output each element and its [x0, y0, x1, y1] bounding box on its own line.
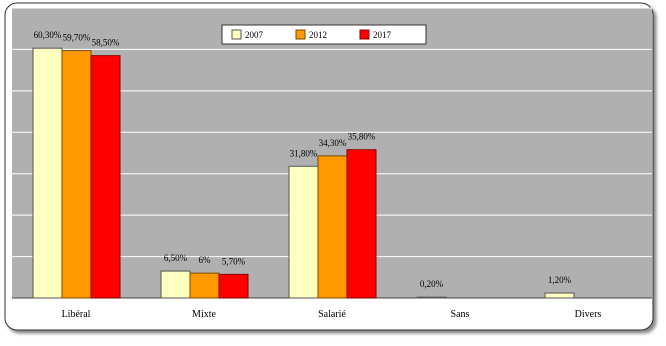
- bar: [288, 165, 319, 299]
- bar: [544, 292, 575, 299]
- legend-swatch: [295, 29, 306, 40]
- bar: [346, 149, 377, 299]
- x-tick-label: Salarié: [318, 309, 346, 320]
- value-label: 6%: [199, 255, 212, 265]
- x-tick-label: Libéral: [62, 309, 91, 320]
- value-label: 0,20%: [420, 279, 444, 289]
- legend-label: 2017: [373, 30, 392, 40]
- legend-box: [221, 24, 427, 45]
- bar: [317, 155, 348, 299]
- bar: [218, 273, 249, 299]
- value-label: 34,30%: [319, 138, 347, 148]
- bar: [416, 296, 447, 299]
- value-label: 1,20%: [548, 275, 572, 285]
- value-label: 5,70%: [222, 256, 246, 266]
- legend-swatch: [231, 29, 242, 40]
- value-label: 59,70%: [63, 33, 91, 43]
- bar: [32, 47, 63, 299]
- value-label: 6,50%: [164, 253, 188, 263]
- bar: [90, 55, 121, 299]
- value-label: 35,80%: [348, 132, 376, 142]
- x-tick-label: Sans: [451, 309, 470, 320]
- bar: [189, 272, 220, 299]
- legend-swatch: [359, 29, 370, 40]
- value-label: 31,80%: [290, 148, 318, 158]
- bar: [61, 50, 92, 299]
- value-label: 58,50%: [92, 38, 120, 48]
- x-tick-label: Mixte: [192, 309, 216, 320]
- legend-label: 2007: [245, 30, 264, 40]
- value-label: 60,30%: [34, 30, 62, 40]
- x-tick-label: Divers: [575, 309, 602, 320]
- legend-label: 2012: [309, 30, 327, 40]
- bar: [160, 270, 191, 299]
